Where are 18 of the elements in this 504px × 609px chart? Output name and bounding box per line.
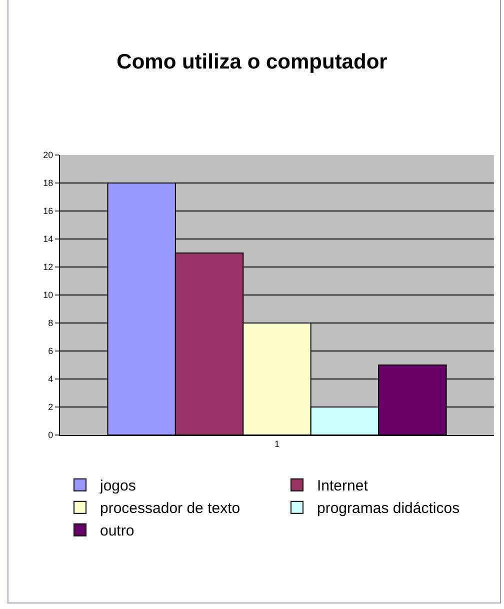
y-tick-label: 14 [43,234,54,244]
y-tick-label: 6 [48,346,54,356]
chart-title: Como utiliza o computador [116,50,388,74]
y-tick-label: 18 [43,178,54,188]
y-tick-label: 12 [43,262,54,272]
y-tick-label: 8 [48,318,54,328]
y-tick-label: 16 [43,206,54,216]
y-tick-label: 10 [43,290,54,300]
legend-label: outro [100,522,134,540]
legend-label: jogos [99,478,136,495]
y-tick-label: 0 [48,430,54,440]
legend-label: Internet [317,478,369,495]
x-tick-label: 1 [274,438,280,449]
y-tick-label: 4 [48,374,54,384]
y-tick-label: 20 [43,150,54,160]
y-tick-label: 2 [48,402,54,412]
legend-label: programas didácticos [317,500,460,518]
legend-label: processador de texto [100,500,240,518]
